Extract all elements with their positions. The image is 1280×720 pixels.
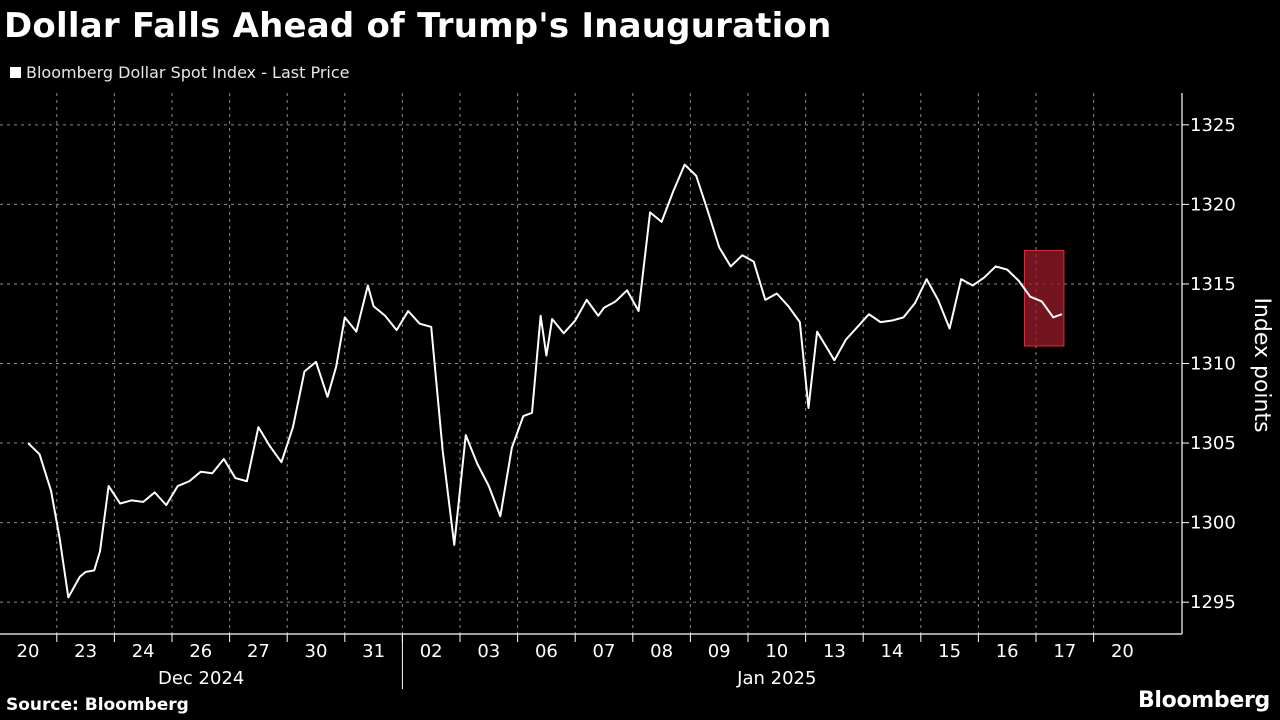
series-layer xyxy=(27,163,1063,599)
legend-swatch xyxy=(10,67,21,78)
x-tick-label: 20 xyxy=(17,641,40,662)
y-tick-label: 1305 xyxy=(1190,433,1236,454)
x-tick-label: 16 xyxy=(996,641,1019,662)
grid xyxy=(0,93,1182,634)
x-tick-label: 24 xyxy=(132,641,155,662)
month-label-jan-2025: Jan 2025 xyxy=(736,668,816,689)
x-tick-label: 26 xyxy=(189,641,212,662)
x-tick-label: 27 xyxy=(247,641,270,662)
chart-title: Dollar Falls Ahead of Trump's Inaugurati… xyxy=(4,6,832,46)
x-tick-label: 23 xyxy=(74,641,97,662)
highlight-layer xyxy=(1023,250,1065,347)
x-tick-labels: 20 23 24 26 27 30 31 02 03 06 07 08 09 10 13 14 15 16 17 20 xyxy=(17,641,1134,662)
month-labels: Dec 2024 Jan 2025 xyxy=(158,668,816,689)
x-tick-label: 14 xyxy=(881,641,904,662)
x-tick-label: 02 xyxy=(420,641,443,662)
x-tick-label: 15 xyxy=(938,641,961,662)
y-tick-label: 1300 xyxy=(1190,513,1236,534)
x-tick-label: 08 xyxy=(650,641,673,662)
month-label-dec-2024: Dec 2024 xyxy=(158,668,244,689)
x-tick-label: 03 xyxy=(477,641,500,662)
y-tick-label: 1315 xyxy=(1190,274,1236,295)
legend-label: Bloomberg Dollar Spot Index - Last Price xyxy=(26,63,350,82)
brand-logo: Bloomberg xyxy=(1137,688,1270,713)
y-tick-label: 1310 xyxy=(1190,354,1236,375)
y-tick-labels: 1295 1300 1305 1310 1315 1320 1325 xyxy=(1190,115,1236,613)
x-tick-label: 31 xyxy=(362,641,385,662)
y-tick-label: 1295 xyxy=(1190,592,1236,613)
y-axis-label: Index points xyxy=(1249,297,1274,432)
y-tick-label: 1325 xyxy=(1190,115,1236,136)
x-tick-label: 20 xyxy=(1111,641,1134,662)
x-tick-label: 17 xyxy=(1053,641,1076,662)
source-note: Source: Bloomberg xyxy=(6,695,189,715)
axes xyxy=(0,93,1189,689)
x-tick-label: 07 xyxy=(593,641,616,662)
x-tick-label: 09 xyxy=(708,641,731,662)
x-tick-label: 13 xyxy=(823,641,846,662)
x-tick-label: 10 xyxy=(765,641,788,662)
highlight-box xyxy=(1023,250,1065,347)
x-tick-label: 06 xyxy=(535,641,558,662)
legend: Bloomberg Dollar Spot Index - Last Price xyxy=(10,63,350,82)
x-tick-label: 30 xyxy=(305,641,328,662)
y-tick-label: 1320 xyxy=(1190,194,1236,215)
series-line-dollar-index xyxy=(27,163,1063,599)
